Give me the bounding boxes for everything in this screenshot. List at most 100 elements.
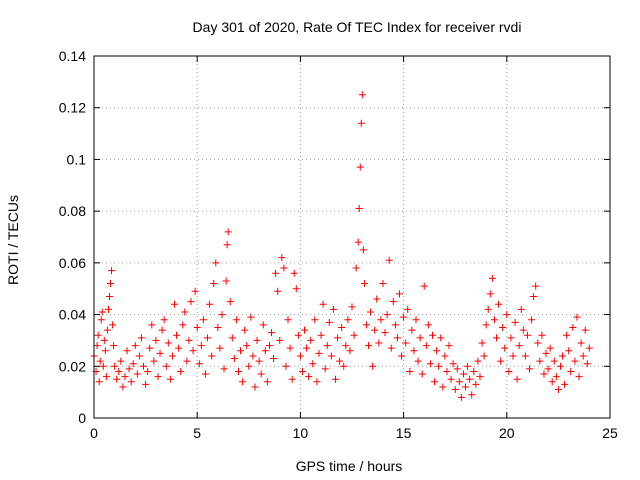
plot-frame bbox=[93, 55, 611, 419]
data-point bbox=[565, 347, 573, 355]
data-point bbox=[204, 334, 212, 342]
data-point bbox=[208, 352, 216, 360]
y-tick-label: 0.08 bbox=[59, 203, 86, 219]
data-point bbox=[422, 342, 430, 350]
data-point bbox=[369, 362, 377, 370]
data-point bbox=[103, 326, 111, 334]
data-point bbox=[517, 305, 525, 313]
data-point bbox=[276, 336, 284, 344]
grid-lines bbox=[94, 56, 610, 418]
data-point bbox=[340, 362, 348, 370]
y-tick-label: 0.06 bbox=[59, 255, 86, 271]
y-tick-label: 0.04 bbox=[59, 307, 86, 323]
data-point bbox=[104, 305, 112, 313]
data-point bbox=[559, 352, 567, 360]
data-point bbox=[355, 205, 363, 213]
data-point bbox=[226, 298, 234, 306]
data-point bbox=[373, 295, 381, 303]
data-point bbox=[499, 324, 507, 331]
data-point bbox=[181, 308, 189, 316]
data-point bbox=[115, 367, 123, 375]
data-point bbox=[327, 352, 335, 360]
data-point bbox=[224, 228, 232, 236]
data-point bbox=[474, 357, 482, 365]
data-point bbox=[408, 326, 416, 334]
data-point bbox=[468, 391, 476, 399]
data-point bbox=[348, 303, 356, 311]
data-point bbox=[457, 393, 465, 401]
data-point bbox=[292, 285, 300, 293]
y-tick-label: 0.12 bbox=[59, 100, 86, 116]
data-point bbox=[400, 313, 408, 321]
data-point bbox=[245, 362, 253, 370]
data-point bbox=[542, 349, 550, 357]
data-point bbox=[317, 331, 325, 339]
data-point bbox=[199, 316, 207, 324]
data-point bbox=[237, 347, 245, 355]
data-point bbox=[449, 360, 457, 368]
data-point bbox=[152, 336, 160, 344]
data-point bbox=[515, 342, 523, 350]
data-point bbox=[111, 362, 119, 370]
data-point bbox=[329, 305, 337, 313]
data-point bbox=[156, 349, 164, 357]
data-point bbox=[313, 378, 321, 386]
data-point bbox=[581, 326, 589, 334]
data-point bbox=[387, 344, 395, 352]
data-point bbox=[102, 373, 110, 381]
data-point bbox=[323, 342, 331, 350]
data-point bbox=[383, 311, 391, 319]
data-point bbox=[255, 357, 263, 365]
data-point bbox=[523, 331, 531, 339]
data-point bbox=[168, 352, 176, 360]
data-point bbox=[150, 357, 158, 365]
data-point bbox=[125, 365, 133, 373]
data-point bbox=[445, 342, 453, 350]
data-point bbox=[222, 277, 230, 285]
data-point bbox=[305, 373, 313, 381]
data-point bbox=[135, 352, 143, 360]
data-point bbox=[110, 342, 118, 350]
data-point bbox=[453, 365, 461, 373]
data-point bbox=[573, 313, 581, 321]
data-point bbox=[357, 119, 365, 127]
data-point bbox=[212, 259, 220, 267]
x-tick-label: 0 bbox=[90, 425, 98, 441]
data-point bbox=[263, 378, 271, 386]
data-point bbox=[216, 344, 224, 352]
data-point bbox=[426, 360, 434, 368]
data-point bbox=[321, 365, 329, 373]
data-point bbox=[210, 280, 218, 288]
data-point bbox=[319, 300, 327, 308]
data-point bbox=[98, 308, 106, 316]
data-point bbox=[270, 355, 278, 363]
data-point bbox=[571, 357, 579, 365]
data-point bbox=[495, 300, 503, 308]
data-point bbox=[294, 331, 302, 339]
data-point bbox=[325, 318, 333, 326]
chart-title: Day 301 of 2020, Rate Of TEC Index for r… bbox=[193, 19, 522, 35]
data-point bbox=[146, 344, 154, 352]
data-point bbox=[183, 357, 191, 365]
data-point bbox=[311, 316, 319, 324]
data-point bbox=[424, 321, 432, 329]
y-axis-label: ROTI / TECUs bbox=[5, 195, 21, 285]
data-point bbox=[365, 342, 373, 350]
data-point bbox=[290, 269, 298, 277]
data-point bbox=[548, 378, 556, 386]
data-point bbox=[177, 367, 185, 375]
data-point bbox=[556, 362, 564, 370]
data-point bbox=[470, 367, 478, 375]
data-point bbox=[480, 352, 488, 360]
data-point bbox=[193, 324, 201, 331]
data-point bbox=[532, 282, 540, 290]
data-point bbox=[507, 334, 515, 342]
x-tick-label: 25 bbox=[602, 425, 618, 441]
data-point bbox=[406, 367, 414, 375]
data-point bbox=[265, 342, 273, 350]
data-point bbox=[528, 316, 536, 324]
data-point bbox=[94, 331, 102, 339]
data-point bbox=[121, 373, 129, 381]
axis-ticks: 0 5 10 15 20 25 0 0.02 0.04 0.06 0.08 0.1 0.12 0.14 bbox=[59, 48, 618, 441]
data-point bbox=[268, 329, 276, 337]
